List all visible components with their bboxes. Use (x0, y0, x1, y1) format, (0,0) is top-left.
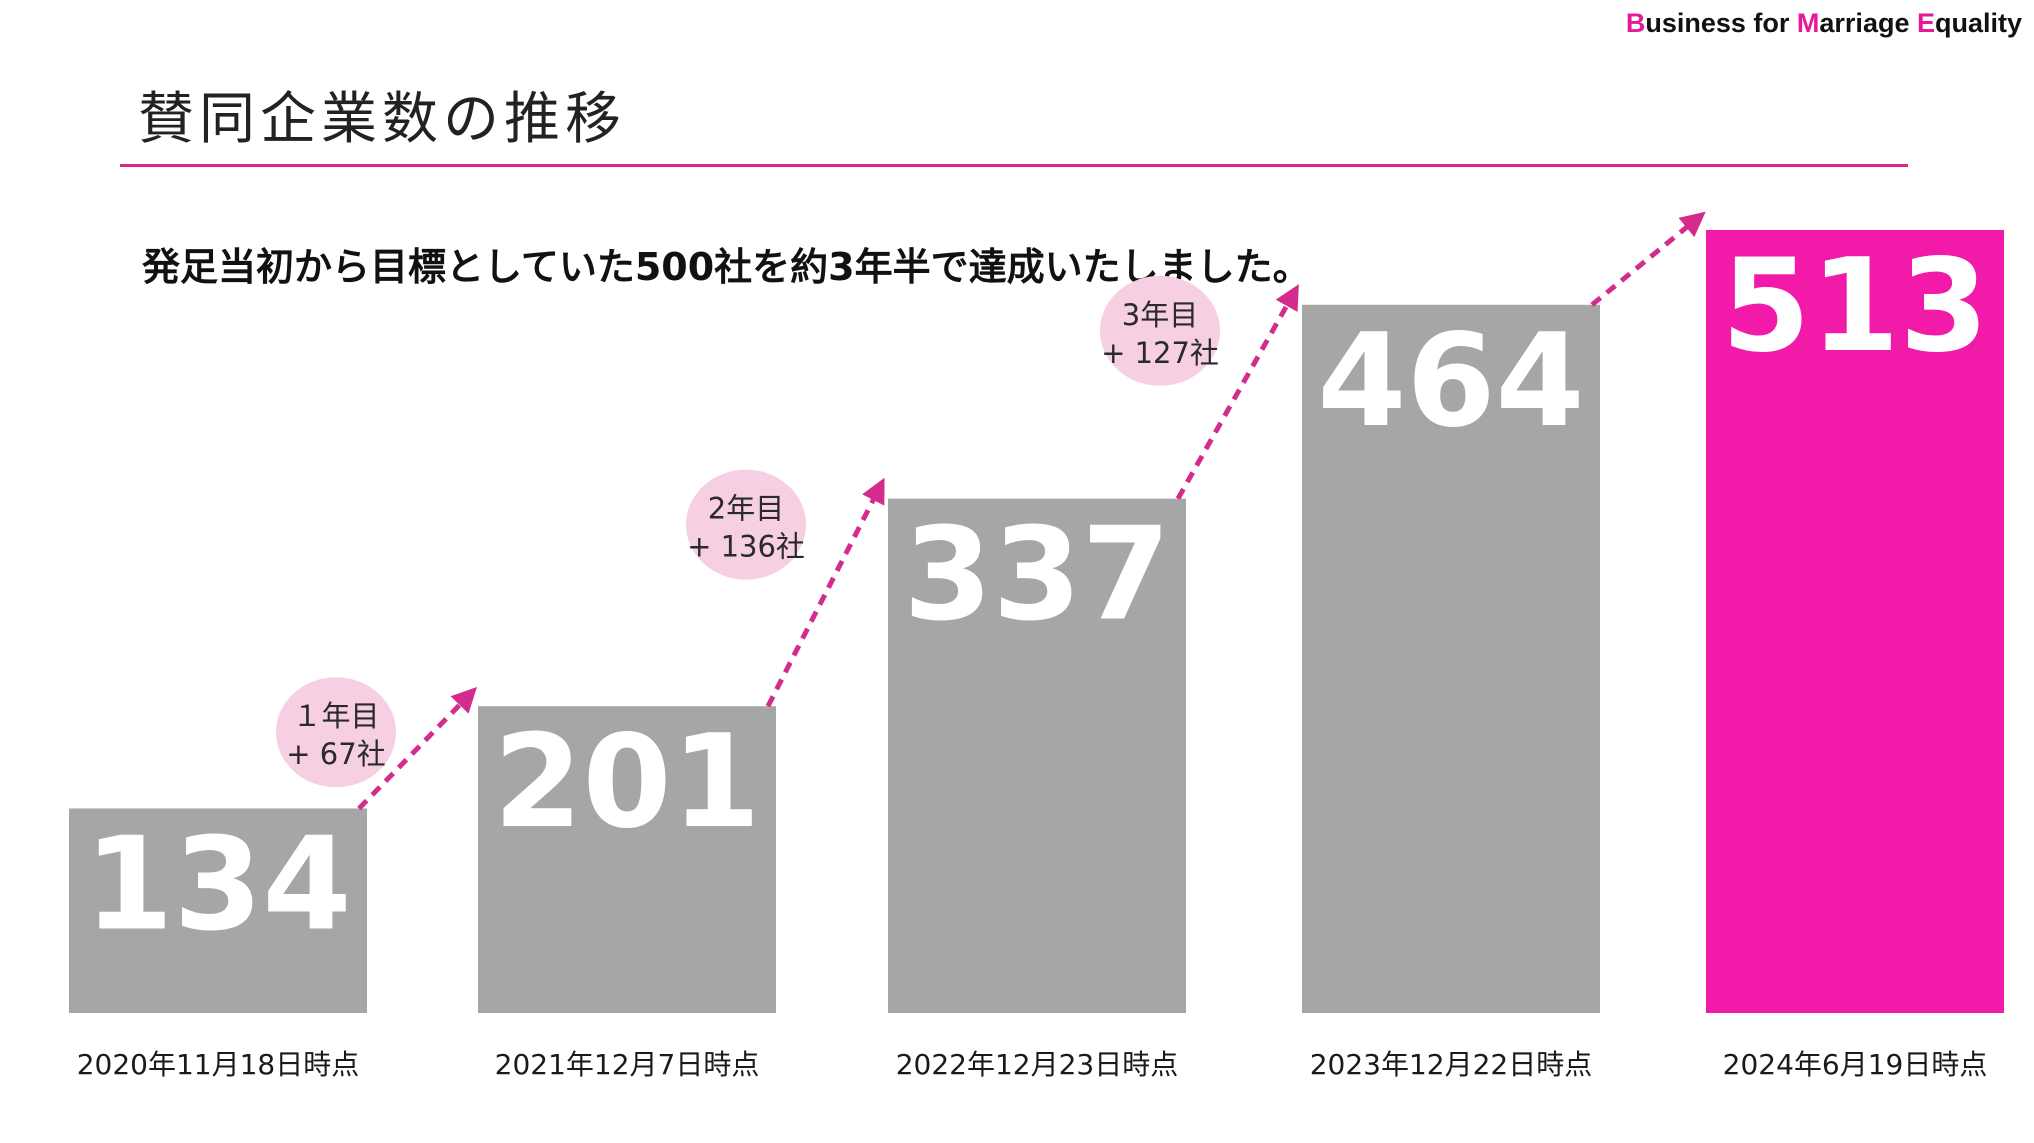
subtitle: 発足当初から目標としていた500社を約3年半で達成いたしました。 (142, 245, 1311, 289)
growth-arrow-1 (357, 687, 477, 811)
category-label-2: 2021年12月7日時点 (495, 1048, 760, 1081)
annotation-bubble (686, 469, 806, 580)
growth-arrow-4 (1590, 211, 1706, 307)
bar-value-label-2: 201 (493, 708, 760, 857)
bar-value-label-3: 337 (903, 501, 1170, 650)
brand-text-e: quality (1934, 8, 2022, 38)
bar-value-label-5: 513 (1721, 232, 1988, 381)
brand-initial-m: M (1796, 8, 1820, 38)
annotation-increase-label: + 127社 (1101, 336, 1219, 370)
title-divider (120, 164, 1908, 167)
bar-2 (478, 706, 776, 1013)
growth-annotation-3: 3年目 + 127社 (1100, 275, 1220, 386)
bar-1 (69, 808, 367, 1013)
annotation-year-label: 3年目 (1122, 298, 1198, 332)
bar-value-label-1: 134 (84, 810, 351, 959)
annotation-year-label: 2年目 (708, 492, 784, 526)
brand-initial-b: B (1625, 8, 1646, 38)
brand-logo: Business for Marriage Equality (1626, 8, 2022, 39)
bar-4 (1302, 304, 1600, 1014)
page-title: 賛同企業数の推移 (138, 87, 626, 152)
brand-text-m: arriage (1819, 8, 1917, 38)
brand-text-b: usiness for (1645, 8, 1797, 38)
bar-value-label-4: 464 (1317, 307, 1584, 456)
category-label-5: 2024年6月19日時点 (1723, 1048, 1988, 1081)
growth-arrow-3 (1175, 284, 1299, 500)
annotation-year-label: １年目 (292, 699, 379, 733)
annotation-increase-label: + 67社 (286, 737, 385, 771)
bar-5 (1706, 230, 2004, 1013)
annotation-bubble (276, 677, 396, 788)
annotation-bubble (1100, 275, 1220, 386)
brand-initial-e: E (1916, 8, 1935, 38)
annotation-increase-label: + 136社 (687, 530, 805, 564)
growth-annotation-2: 2年目 + 136社 (686, 469, 806, 580)
bar-3 (888, 498, 1186, 1013)
category-label-3: 2022年12月23日時点 (896, 1048, 1179, 1081)
category-label-1: 2020年11月18日時点 (77, 1048, 360, 1081)
growth-annotation-1: １年目 + 67社 (276, 677, 396, 788)
growth-arrow-2 (765, 477, 885, 708)
category-label-4: 2023年12月22日時点 (1310, 1048, 1593, 1081)
